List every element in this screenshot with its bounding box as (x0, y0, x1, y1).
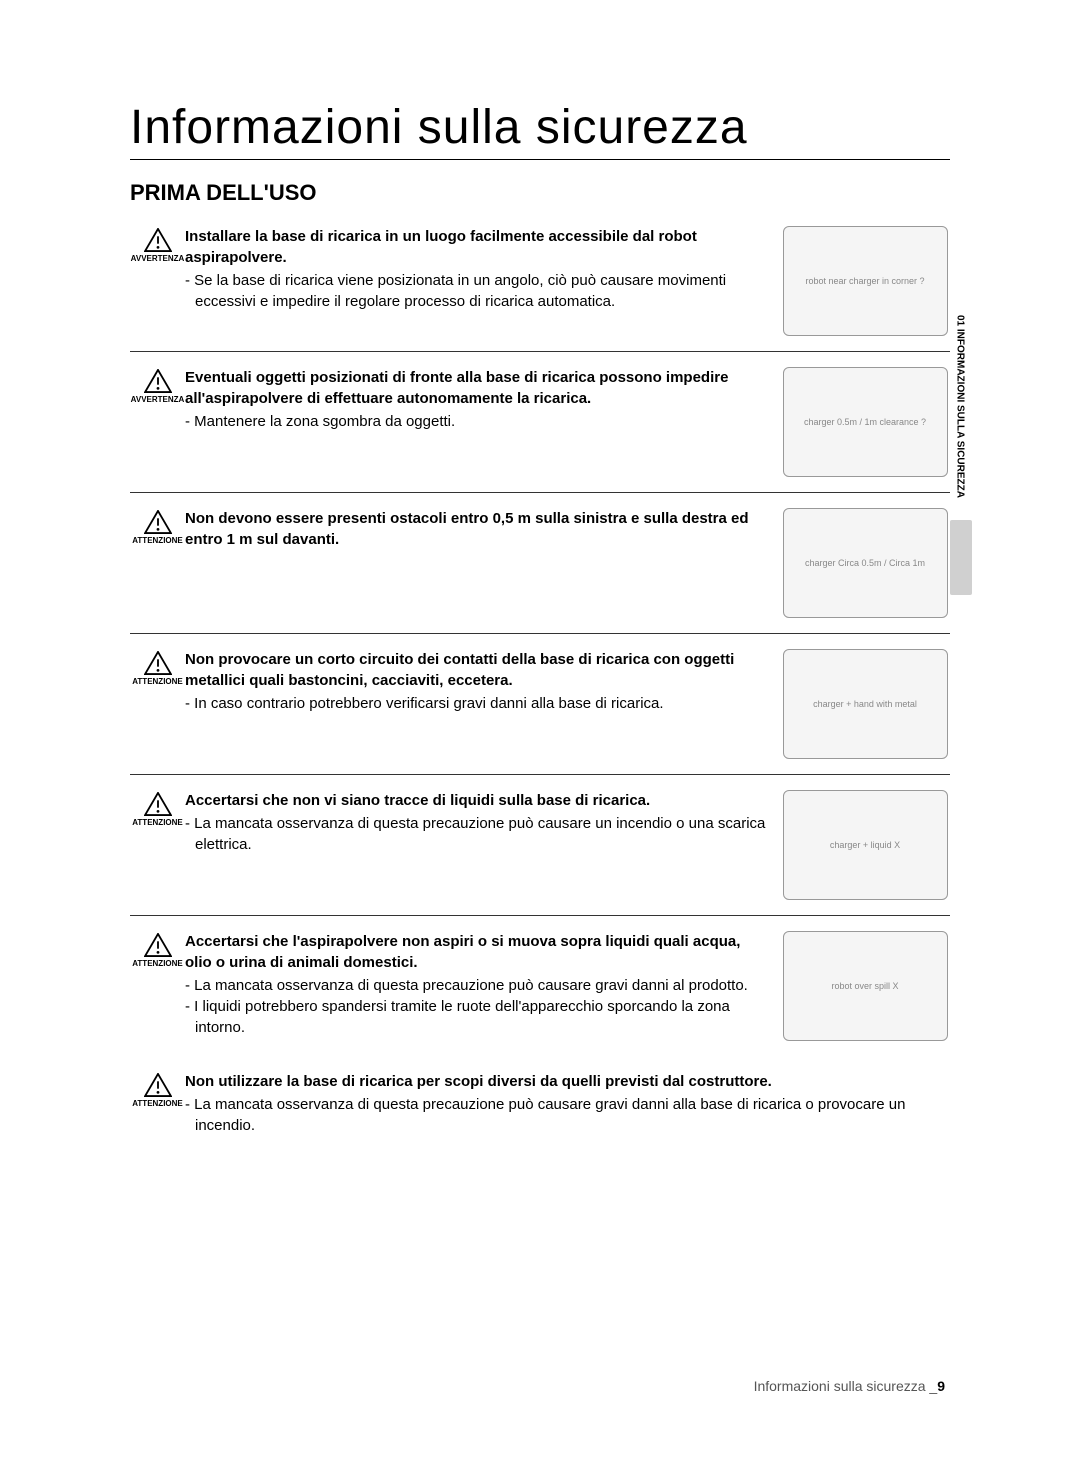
side-tab-label: 01 INFORMAZIONI SULLA SICUREZZA (950, 310, 970, 590)
icon-column: AVVERTENZA (130, 367, 185, 477)
item-title: Accertarsi che l'aspirapolvere non aspir… (185, 931, 770, 973)
bullet: - In caso contrario potrebbero verificar… (185, 693, 770, 714)
item-body: - La mancata osservanza di questa precau… (185, 1094, 950, 1136)
footer-text: Informazioni sulla sicurezza _ (754, 1378, 938, 1394)
warning-triangle-icon (144, 792, 172, 816)
illustration-column: robot near charger in corner ? (780, 226, 950, 336)
text-column: Installare la base di ricarica in un luo… (185, 226, 780, 336)
safety-item: ATTENZIONE Accertarsi che l'aspirapolver… (130, 931, 950, 1056)
illustration-placeholder: charger + hand with metal (783, 649, 948, 759)
icon-column: ATTENZIONE (130, 790, 185, 900)
section-title: PRIMA DELL'USO (130, 180, 950, 206)
page-number: 9 (937, 1378, 945, 1394)
icon-label: ATTENZIONE (132, 677, 183, 686)
illustration-placeholder: charger 0.5m / 1m clearance ? (783, 367, 948, 477)
warning-triangle-icon (144, 651, 172, 675)
text-column: Non utilizzare la base di ricarica per s… (185, 1071, 950, 1136)
warning-triangle-icon (144, 369, 172, 393)
item-body: - In caso contrario potrebbero verificar… (185, 693, 770, 714)
icon-label: ATTENZIONE (132, 1099, 183, 1108)
text-column: Non devono essere presenti ostacoli entr… (185, 508, 780, 618)
illustration-placeholder: robot over spill X (783, 931, 948, 1041)
bullet: - La mancata osservanza di questa precau… (185, 1094, 950, 1136)
icon-label: ATTENZIONE (132, 959, 183, 968)
item-title: Non utilizzare la base di ricarica per s… (185, 1071, 950, 1092)
illustration-column: robot over spill X (780, 931, 950, 1041)
icon-label: ATTENZIONE (132, 818, 183, 827)
page-title: Informazioni sulla sicurezza (130, 100, 950, 160)
bullet: - La mancata osservanza di questa precau… (185, 975, 770, 996)
item-title: Installare la base di ricarica in un luo… (185, 226, 770, 268)
illustration-placeholder: robot near charger in corner ? (783, 226, 948, 336)
illustration-column: charger Circa 0.5m / Circa 1m (780, 508, 950, 618)
item-title: Non devono essere presenti ostacoli entr… (185, 508, 770, 550)
item-body: - La mancata osservanza di questa precau… (185, 813, 770, 855)
bullet: - La mancata osservanza di questa precau… (185, 813, 770, 855)
icon-column: ATTENZIONE (130, 931, 185, 1041)
icon-column: AVVERTENZA (130, 226, 185, 336)
item-body: - Mantenere la zona sgombra da oggetti. (185, 411, 770, 432)
warning-triangle-icon (144, 933, 172, 957)
illustration-placeholder: charger Circa 0.5m / Circa 1m (783, 508, 948, 618)
text-column: Accertarsi che l'aspirapolvere non aspir… (185, 931, 780, 1041)
item-title: Non provocare un corto circuito dei cont… (185, 649, 770, 691)
safety-item: AVVERTENZA Installare la base di ricaric… (130, 226, 950, 352)
item-body: - Se la base di ricarica viene posiziona… (185, 270, 770, 312)
illustration-column: charger + liquid X (780, 790, 950, 900)
bullet: - I liquidi potrebbero spandersi tramite… (185, 996, 770, 1038)
warning-triangle-icon (144, 1073, 172, 1097)
warning-triangle-icon (144, 510, 172, 534)
safety-item: ATTENZIONE Non devono essere presenti os… (130, 508, 950, 634)
icon-column: ATTENZIONE (130, 1071, 185, 1136)
illustration-placeholder: charger + liquid X (783, 790, 948, 900)
icon-label: AVVERTENZA (131, 395, 185, 404)
item-title: Eventuali oggetti posizionati di fronte … (185, 367, 770, 409)
warning-triangle-icon (144, 228, 172, 252)
page-footer: Informazioni sulla sicurezza _9 (754, 1378, 945, 1394)
text-column: Eventuali oggetti posizionati di fronte … (185, 367, 780, 477)
illustration-column: charger 0.5m / 1m clearance ? (780, 367, 950, 477)
bullet: - Se la base di ricarica viene posiziona… (185, 270, 770, 312)
icon-label: AVVERTENZA (131, 254, 185, 263)
safety-item: ATTENZIONE Non utilizzare la base di ric… (130, 1071, 950, 1136)
text-column: Non provocare un corto circuito dei cont… (185, 649, 780, 759)
safety-item: ATTENZIONE Non provocare un corto circui… (130, 649, 950, 775)
item-body: - La mancata osservanza di questa precau… (185, 975, 770, 1038)
safety-item: AVVERTENZA Eventuali oggetti posizionati… (130, 367, 950, 493)
icon-column: ATTENZIONE (130, 649, 185, 759)
bullet: - Mantenere la zona sgombra da oggetti. (185, 411, 770, 432)
item-title: Accertarsi che non vi siano tracce di li… (185, 790, 770, 811)
icon-label: ATTENZIONE (132, 536, 183, 545)
document-page: Informazioni sulla sicurezza PRIMA DELL'… (0, 0, 1080, 1231)
safety-item: ATTENZIONE Accertarsi che non vi siano t… (130, 790, 950, 916)
icon-column: ATTENZIONE (130, 508, 185, 618)
illustration-column: charger + hand with metal (780, 649, 950, 759)
text-column: Accertarsi che non vi siano tracce di li… (185, 790, 780, 900)
